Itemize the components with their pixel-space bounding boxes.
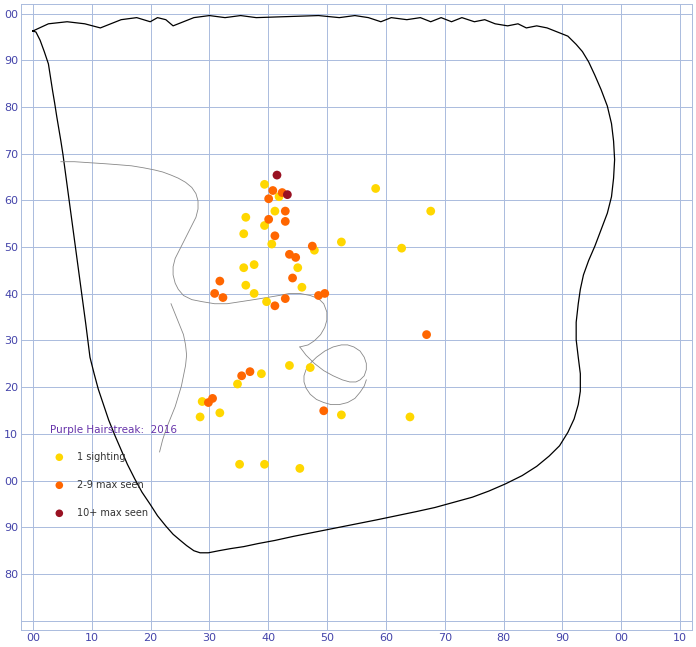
Point bbox=[259, 221, 270, 231]
Point bbox=[263, 193, 274, 204]
Point bbox=[313, 291, 324, 301]
Point bbox=[240, 280, 251, 291]
Point bbox=[194, 411, 205, 422]
Point bbox=[280, 206, 291, 216]
Point bbox=[54, 452, 65, 463]
Point bbox=[335, 237, 347, 247]
Text: 2-9 max seen: 2-9 max seen bbox=[77, 480, 143, 490]
Point bbox=[196, 397, 207, 407]
Point bbox=[296, 282, 308, 292]
Text: 1 sighting: 1 sighting bbox=[77, 452, 125, 462]
Point bbox=[256, 369, 267, 379]
Point bbox=[307, 241, 318, 251]
Point bbox=[269, 301, 280, 311]
Point bbox=[236, 371, 247, 381]
Point bbox=[309, 245, 320, 256]
Point bbox=[259, 459, 270, 470]
Point bbox=[269, 206, 280, 216]
Text: 10+ max seen: 10+ max seen bbox=[77, 509, 148, 518]
Point bbox=[248, 289, 260, 299]
Point bbox=[259, 179, 270, 190]
Point bbox=[294, 463, 306, 474]
Point bbox=[263, 214, 274, 225]
Point bbox=[234, 459, 245, 470]
Point bbox=[217, 292, 228, 303]
Point bbox=[207, 393, 218, 404]
Point bbox=[54, 480, 65, 490]
Point bbox=[276, 188, 287, 198]
Point bbox=[214, 408, 226, 418]
Point bbox=[271, 170, 283, 181]
Point bbox=[274, 192, 285, 202]
Point bbox=[244, 366, 255, 377]
Point bbox=[248, 259, 260, 270]
Point bbox=[282, 190, 293, 200]
Point bbox=[261, 296, 272, 307]
Point bbox=[425, 206, 436, 216]
Point bbox=[203, 397, 214, 408]
Point bbox=[292, 263, 303, 273]
Point bbox=[266, 239, 277, 249]
Point bbox=[240, 212, 251, 223]
Point bbox=[421, 329, 432, 340]
Point bbox=[290, 252, 301, 263]
Point bbox=[284, 360, 295, 371]
Point bbox=[305, 362, 316, 373]
Point bbox=[335, 410, 347, 420]
Point bbox=[280, 293, 291, 303]
Point bbox=[287, 273, 298, 283]
Point bbox=[214, 276, 226, 286]
Point bbox=[209, 289, 220, 299]
Point bbox=[238, 228, 249, 239]
Point bbox=[319, 289, 331, 299]
Point bbox=[404, 411, 416, 422]
Point bbox=[396, 243, 407, 254]
Point bbox=[280, 216, 291, 226]
Point bbox=[370, 183, 381, 193]
Point bbox=[232, 379, 243, 389]
Text: Purple Hairstreak:  2016: Purple Hairstreak: 2016 bbox=[51, 424, 177, 435]
Point bbox=[318, 406, 329, 416]
Point bbox=[284, 249, 295, 259]
Point bbox=[238, 263, 249, 273]
Point bbox=[269, 230, 280, 241]
Point bbox=[267, 185, 278, 195]
Point bbox=[54, 508, 65, 518]
